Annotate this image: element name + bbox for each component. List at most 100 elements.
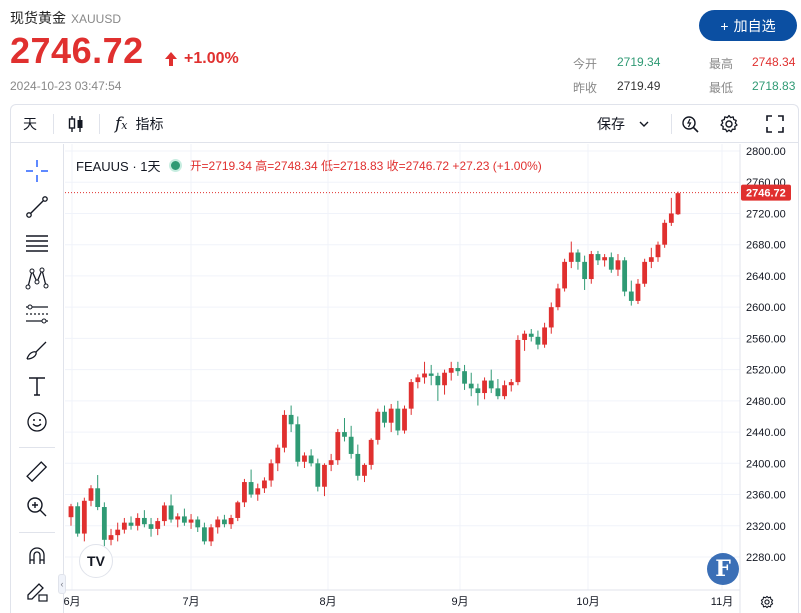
instrument-symbol: XAUUSD [71, 12, 122, 26]
instrument-name: 现货黄金 [10, 10, 66, 26]
indicators-button[interactable]: fx 指标 [115, 105, 164, 143]
candle-body [202, 527, 207, 542]
candle-body [81, 500, 87, 534]
candle-body [295, 424, 301, 462]
fullscreen-icon[interactable] [765, 105, 785, 143]
candle-body [635, 283, 641, 301]
y-tick-label: 2680.00 [746, 240, 786, 252]
y-tick-label: 2320.00 [746, 521, 786, 533]
y-tick-label: 2640.00 [746, 271, 786, 283]
quote-timestamp: 2024-10-23 03:47:54 [10, 79, 122, 93]
candle-body [168, 505, 174, 520]
candle-body [375, 411, 381, 440]
candle-body [568, 252, 574, 262]
high-value: 2748.34 [752, 55, 796, 69]
last-price-tag [741, 184, 791, 201]
candle-body [368, 439, 374, 465]
candle-body [395, 408, 401, 431]
candle-body [115, 529, 121, 536]
candle-body [542, 327, 547, 345]
candle-body [468, 383, 474, 389]
interval-selector[interactable]: 天 [23, 116, 37, 132]
candle-body [508, 382, 514, 386]
candle-body [528, 333, 534, 337]
candle-body [288, 414, 294, 425]
candle-body [355, 453, 361, 476]
y-tick-label: 2400.00 [746, 458, 786, 470]
emoji-icon[interactable] [24, 409, 50, 435]
candle-body [442, 372, 447, 386]
candle-body [382, 411, 387, 423]
candle-body [495, 388, 501, 397]
candle-body [302, 455, 307, 462]
candle-body [242, 482, 247, 503]
add-watchlist-label: 加自选 [733, 17, 776, 34]
candle-body [582, 261, 588, 280]
save-button[interactable]: 保存 [597, 105, 649, 143]
candle-body [462, 371, 467, 384]
candle-body [141, 517, 147, 525]
change-percent: +1.00% [184, 50, 239, 67]
candle-body [622, 260, 628, 292]
candle-body [95, 488, 101, 508]
candle-body [208, 527, 214, 542]
y-tick-label: 2520.00 [746, 365, 786, 377]
legend-ohlc: 开=2719.34 高=2748.34 低=2718.83 收=2746.72 … [189, 159, 542, 173]
candle-body [608, 257, 614, 270]
candle-body [675, 193, 681, 215]
pattern-icon[interactable] [24, 265, 50, 291]
forecast-icon[interactable] [24, 301, 50, 327]
settings-gear-icon[interactable] [719, 105, 739, 143]
add-watchlist-button[interactable]: + 加自选 [699, 10, 797, 41]
candle-body [428, 373, 434, 376]
collapse-toolbar-button[interactable]: ‹ [58, 574, 66, 594]
chart-legend: FEAUUS · 1天 开=2719.34 高=2748.34 低=2718.8… [76, 156, 542, 175]
candle-body [108, 535, 114, 540]
candle-body [402, 408, 407, 431]
x-tick-label: 10月 [576, 596, 599, 608]
drawing-toolbar: ‹ [11, 144, 66, 613]
candle-body [308, 455, 314, 464]
instrument-title: 现货黄金 XAUUSD [10, 8, 121, 28]
candle-body [595, 254, 601, 261]
save-label: 保存 [597, 116, 625, 132]
lock-pencil-icon[interactable] [24, 577, 50, 603]
candle-body [575, 252, 581, 262]
current-price: 2746.72 [10, 30, 144, 71]
candle-body [268, 463, 274, 481]
candle-body [435, 375, 441, 386]
toolbar-divider [53, 114, 54, 134]
plus-icon: + [720, 17, 729, 34]
x-tick-label: 6月 [63, 596, 80, 608]
text-icon[interactable] [24, 373, 50, 399]
toolbar-divider [671, 114, 672, 134]
candle-body [75, 506, 81, 534]
candle-body [642, 261, 648, 284]
candle-body [388, 408, 394, 423]
crosshair-icon[interactable] [24, 158, 50, 184]
open-value: 2719.34 [617, 55, 661, 69]
candle-body [128, 522, 134, 526]
candle-body [188, 519, 194, 523]
up-arrow-icon [165, 52, 177, 66]
x-tick-label: 9月 [451, 596, 468, 608]
prev-close-label: 昨收 [573, 81, 598, 95]
candle-body [415, 377, 421, 383]
candle-body [362, 464, 367, 476]
tradingview-logo: TV [79, 544, 113, 578]
candle-body [502, 385, 507, 397]
fib-lines-icon[interactable] [24, 230, 50, 256]
brush-icon[interactable] [24, 337, 50, 363]
quick-search-icon[interactable] [681, 105, 701, 143]
settings-gear-icon[interactable] [760, 595, 774, 609]
ruler-icon[interactable] [24, 459, 50, 485]
magnet-icon[interactable] [24, 543, 50, 569]
candle-body [488, 380, 494, 389]
candle-type-icon[interactable] [67, 105, 85, 143]
candle-body [515, 339, 521, 383]
candle-body [455, 368, 461, 372]
trend-line-icon[interactable] [24, 194, 50, 220]
zoom-in-icon[interactable] [24, 494, 50, 520]
